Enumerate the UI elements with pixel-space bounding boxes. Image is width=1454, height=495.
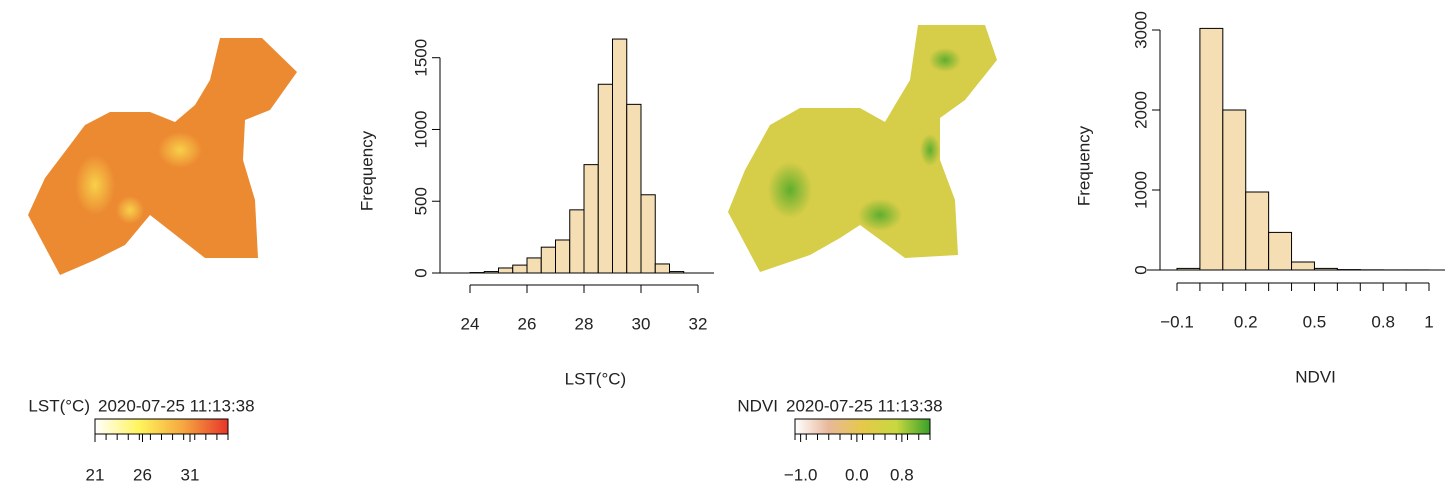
bar [612,38,628,274]
y-tick-label: 0 [1131,265,1150,274]
bar [498,267,514,274]
bar [626,103,642,274]
x-tick-label: 0.2 [1234,312,1258,331]
legend-timestamp: 2020-07-25 11:13:38 [98,396,255,415]
lst-map [28,38,297,275]
x-tick-label: 26 [518,314,537,333]
x-axis-label: LST(°C) [565,369,627,388]
bar [512,264,528,274]
legend-title: LST(°C) [28,396,90,415]
bar [526,257,542,274]
colorbar-tick-label: 26 [133,465,152,484]
x-axis-label: NDVI [1295,367,1336,386]
colorbar-tick-label: −1.0 [784,465,818,484]
bar [569,209,585,274]
x-tick-label: 32 [689,314,708,333]
x-tick-label: −0.1 [1160,312,1194,331]
legend-title: NDVI [737,396,778,415]
ndvi-map [728,25,997,272]
colorbar [794,418,931,435]
colorbar-tick-label: 21 [86,465,105,484]
y-axis-label: Frequency [1074,125,1093,206]
bar [640,194,656,274]
bar [654,263,670,274]
legend-timestamp: 2020-07-25 11:13:38 [786,396,943,415]
x-tick-label: 1 [1424,312,1433,331]
colorbar-tick-label: 31 [181,465,200,484]
y-tick-label: 3000 [1131,11,1150,49]
bar [1268,231,1293,271]
y-axis-label: Frequency [357,130,376,211]
bar [1291,261,1315,271]
y-tick-label: 2000 [1131,91,1150,129]
bar [1199,27,1224,271]
x-tick-label: 24 [461,314,480,333]
bar [583,164,599,274]
x-tick-label: 28 [575,314,594,333]
y-tick-label: 1000 [1131,171,1150,209]
x-tick-label: 0.5 [1303,312,1327,331]
x-tick-label: 0.8 [1371,312,1395,331]
x-tick-label: 30 [632,314,651,333]
bar [597,83,613,274]
bar [555,239,571,274]
y-tick-label: 1000 [411,111,430,149]
colorbar-tick-label: 0.8 [890,465,914,484]
bar [1222,109,1247,271]
colorbar-tick-label: 0.0 [845,465,869,484]
y-tick-label: 0 [411,268,430,277]
bar [1245,191,1270,271]
y-tick-label: 1500 [411,39,430,77]
y-tick-label: 500 [411,187,430,215]
bar [540,246,556,274]
colorbar [94,418,229,435]
